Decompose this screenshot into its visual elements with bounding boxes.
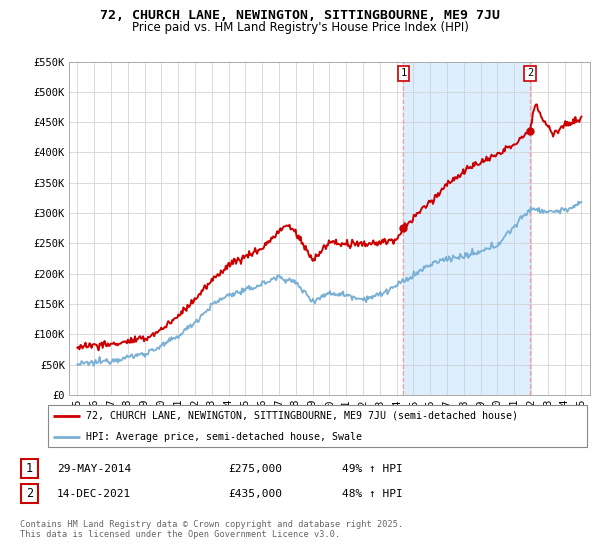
- FancyBboxPatch shape: [48, 405, 587, 447]
- Text: 72, CHURCH LANE, NEWINGTON, SITTINGBOURNE, ME9 7JU (semi-detached house): 72, CHURCH LANE, NEWINGTON, SITTINGBOURN…: [86, 410, 518, 421]
- FancyBboxPatch shape: [21, 484, 38, 503]
- Text: 1: 1: [26, 462, 33, 475]
- Text: 48% ↑ HPI: 48% ↑ HPI: [342, 489, 403, 499]
- Text: Price paid vs. HM Land Registry's House Price Index (HPI): Price paid vs. HM Land Registry's House …: [131, 21, 469, 34]
- Text: 49% ↑ HPI: 49% ↑ HPI: [342, 464, 403, 474]
- Text: 29-MAY-2014: 29-MAY-2014: [57, 464, 131, 474]
- Text: 2: 2: [527, 68, 533, 78]
- Text: 14-DEC-2021: 14-DEC-2021: [57, 489, 131, 499]
- Text: £435,000: £435,000: [228, 489, 282, 499]
- Text: HPI: Average price, semi-detached house, Swale: HPI: Average price, semi-detached house,…: [86, 432, 362, 442]
- Text: £275,000: £275,000: [228, 464, 282, 474]
- Text: 2: 2: [26, 487, 33, 501]
- FancyBboxPatch shape: [21, 459, 38, 478]
- Text: Contains HM Land Registry data © Crown copyright and database right 2025.
This d: Contains HM Land Registry data © Crown c…: [20, 520, 403, 539]
- Text: 72, CHURCH LANE, NEWINGTON, SITTINGBOURNE, ME9 7JU: 72, CHURCH LANE, NEWINGTON, SITTINGBOURN…: [100, 9, 500, 22]
- Bar: [403, 62, 530, 395]
- Text: 1: 1: [400, 68, 407, 78]
